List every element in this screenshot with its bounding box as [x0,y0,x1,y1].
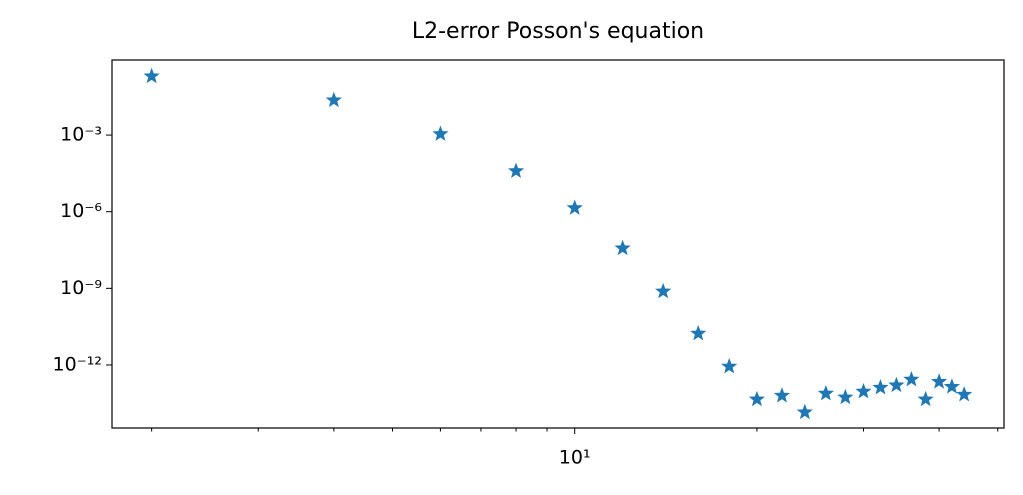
y-tick-label: 10⁻⁶ [60,200,102,222]
data-point [917,390,934,407]
data-point [888,376,905,393]
data-point [325,91,342,108]
x-tick-label: 10¹ [559,447,591,469]
data-point [690,325,707,341]
data-point [432,125,449,141]
data-point [931,373,948,389]
data-point [566,199,583,215]
data-point [817,385,834,401]
data-point [903,370,920,387]
chart-title: L2-error Posson's equation [412,19,704,44]
data-point [143,67,160,84]
data-point [507,162,525,178]
data-point [721,358,738,374]
y-tick-label: 10⁻³ [60,124,102,146]
y-tick-label: 10⁻⁹ [60,277,102,299]
data-point [943,378,961,394]
data-point [872,379,889,395]
data-point [956,386,973,402]
data-point [837,388,854,405]
data-point [855,383,872,399]
data-point [655,282,672,299]
data-point [773,387,791,403]
data-point [796,403,813,420]
data-point [614,239,631,256]
data-point [748,390,765,407]
y-tick-label: 10⁻¹² [53,353,102,375]
plot-frame [111,59,1005,429]
